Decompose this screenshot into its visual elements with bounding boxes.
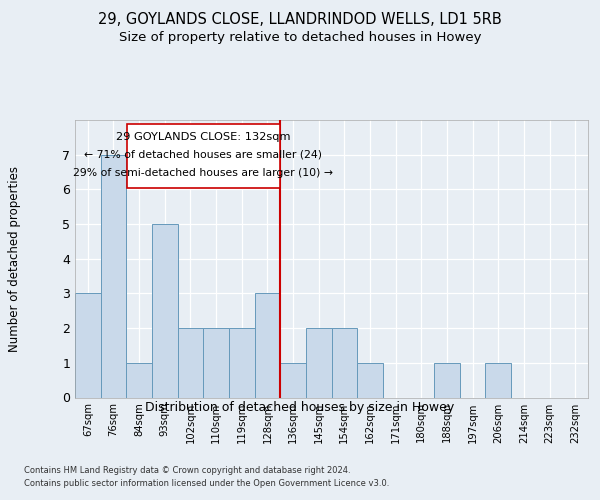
Text: Size of property relative to detached houses in Howey: Size of property relative to detached ho… — [119, 31, 481, 44]
Bar — [280, 363, 306, 398]
Text: 29% of semi-detached houses are larger (10) →: 29% of semi-detached houses are larger (… — [73, 168, 333, 177]
Bar — [434, 363, 460, 398]
Y-axis label: Number of detached properties: Number of detached properties — [8, 166, 21, 352]
Text: Distribution of detached houses by size in Howey: Distribution of detached houses by size … — [145, 401, 455, 414]
Bar — [331, 328, 357, 398]
Bar — [203, 328, 229, 398]
Text: ← 71% of detached houses are smaller (24): ← 71% of detached houses are smaller (24… — [84, 150, 322, 160]
Bar — [75, 294, 101, 398]
Text: Contains HM Land Registry data © Crown copyright and database right 2024.: Contains HM Land Registry data © Crown c… — [24, 466, 350, 475]
Bar — [306, 328, 331, 398]
Bar — [101, 154, 127, 398]
Bar — [127, 124, 280, 188]
Bar — [357, 363, 383, 398]
Bar — [485, 363, 511, 398]
Text: Contains public sector information licensed under the Open Government Licence v3: Contains public sector information licen… — [24, 479, 389, 488]
Text: 29, GOYLANDS CLOSE, LLANDRINDOD WELLS, LD1 5RB: 29, GOYLANDS CLOSE, LLANDRINDOD WELLS, L… — [98, 12, 502, 28]
Bar — [229, 328, 254, 398]
Bar — [254, 294, 280, 398]
Bar — [152, 224, 178, 398]
Bar — [127, 363, 152, 398]
Text: 29 GOYLANDS CLOSE: 132sqm: 29 GOYLANDS CLOSE: 132sqm — [116, 132, 290, 141]
Bar — [178, 328, 203, 398]
